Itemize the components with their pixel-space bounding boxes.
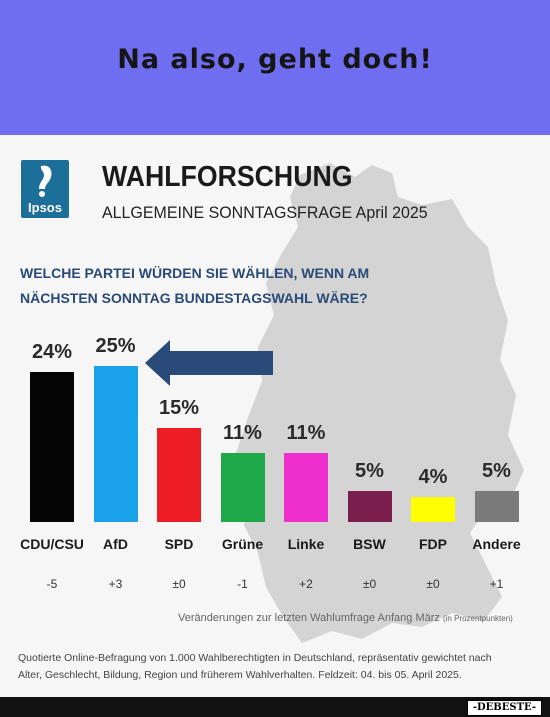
bar-value-label: 24% (31, 341, 73, 364)
bar-value-label: 15% (158, 397, 200, 420)
category-label: CDU/CSU (20, 536, 84, 552)
category-label: AfD (103, 536, 128, 552)
bar-gr-ne (220, 453, 265, 522)
category-label: BSW (353, 536, 386, 552)
category-label: Grüne (221, 536, 264, 552)
ipsos-logo: Ipsos (21, 160, 69, 218)
bar-value-label: 5% (355, 459, 384, 482)
change-value: ±0 (362, 577, 377, 591)
bar-fdp (411, 497, 455, 522)
banner-title: Na also, geht doch! (117, 44, 433, 75)
bar-cdu-csu (30, 372, 74, 522)
bar-bsw (347, 490, 392, 522)
change-value: +1 (489, 577, 504, 591)
category-label: SPD (164, 536, 194, 552)
footnote-line2: Alter, Geschlecht, Bildung, Region und f… (18, 669, 462, 681)
bar-value-label: 11% (286, 422, 326, 445)
change-value: -5 (46, 577, 58, 591)
change-note: Veränderungen zur letzten Wahlumfrage An… (178, 612, 513, 624)
change-note-unit: (in Prozentpunkten) (442, 614, 513, 623)
ipsos-logo-icon (39, 165, 52, 197)
banner: Na also, geht doch! (0, 0, 550, 135)
bottom-bar (0, 697, 550, 717)
change-value: +3 (108, 577, 123, 591)
poll-question-line1: WELCHE PARTEI WÜRDEN SIE WÄHLEN, WENN AM (20, 265, 370, 281)
bar-value-label: 11% (223, 422, 262, 445)
germany-map-silhouette (236, 163, 524, 643)
watermark: -DEBESTE- (466, 700, 542, 716)
poll-question: WELCHE PARTEI WÜRDEN SIE WÄHLEN, WENN AM… (20, 261, 369, 311)
poll-card: Ipsos WAHLFORSCHUNG ALLGEMEINE SONNTAGSF… (0, 135, 550, 697)
change-value: +2 (299, 577, 313, 591)
bar-linke (284, 453, 328, 522)
footnote-line1: Quotierte Online-Befragung von 1.000 Wah… (18, 652, 492, 664)
bar-value-label: 5% (482, 459, 511, 482)
category-label: Andere (472, 536, 521, 552)
change-note-text: Veränderungen zur letzten Wahlumfrage An… (178, 612, 440, 624)
bar-value-label: 25% (95, 335, 136, 357)
category-label: FDP (419, 536, 447, 552)
change-value: -1 (237, 577, 248, 591)
category-label: Linke (287, 536, 325, 552)
bar-value-label: 4% (418, 466, 448, 489)
methodology-footnote: Quotierte Online-Befragung von 1.000 Wah… (18, 650, 538, 684)
ipsos-logo-text: Ipsos (28, 200, 62, 215)
change-value: ±0 (172, 577, 186, 591)
bar-afd (93, 366, 138, 522)
bar-andere (474, 490, 519, 522)
poll-question-line2: NÄCHSTEN SONNTAG BUNDESTAGSWAHL WÄRE? (20, 290, 368, 306)
change-value: ±0 (426, 577, 440, 591)
bar-spd (157, 428, 201, 522)
afd-pointer-arrow (145, 340, 273, 386)
poll-title: WAHLFORSCHUNG (102, 161, 353, 193)
poll-subtitle: ALLGEMEINE SONNTAGSFRAGE April 2025 (102, 203, 428, 222)
